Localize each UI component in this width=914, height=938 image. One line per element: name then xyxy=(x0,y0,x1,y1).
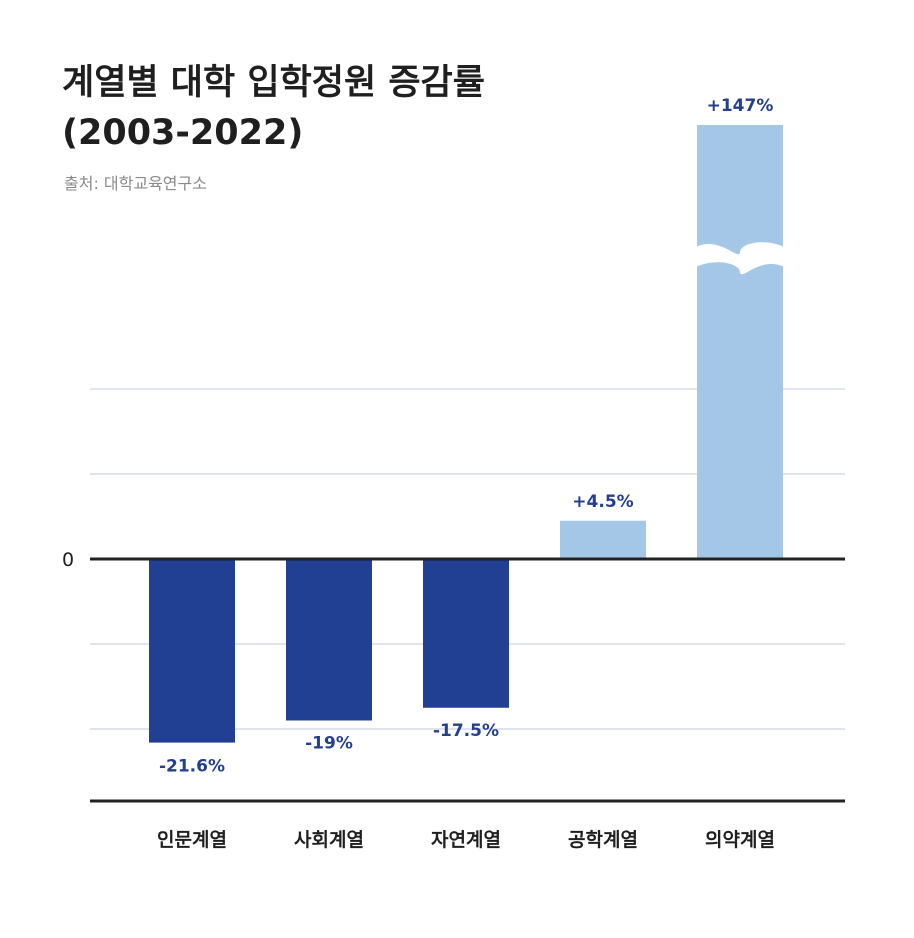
bar-0 xyxy=(149,559,235,743)
bar-2 xyxy=(423,559,509,708)
category-label-2: 자연계열 xyxy=(431,829,501,851)
category-label-3: 공학계열 xyxy=(568,829,638,851)
chart-title-line1: 계열별 대학 입학정원 증감률 xyxy=(62,63,485,103)
category-label-0: 인문계열 xyxy=(157,829,227,851)
value-label-1: -19% xyxy=(305,734,353,754)
chart-title-line2: (2003-2022) xyxy=(62,113,304,153)
bar-1 xyxy=(286,559,372,721)
axis-break-mark xyxy=(694,242,786,275)
chart-source: 출처: 대학교육연구소 xyxy=(64,174,207,193)
value-label-0: -21.6% xyxy=(159,757,225,777)
bar-3 xyxy=(560,520,646,559)
category-label-1: 사회계열 xyxy=(294,829,364,851)
bar-4 xyxy=(697,125,783,559)
value-label-2: -17.5% xyxy=(433,721,499,741)
category-label-4: 의약계열 xyxy=(705,829,775,851)
chart-title: 계열별 대학 입학정원 증감률 (2003-2022) xyxy=(62,58,622,158)
value-label-4: +147% xyxy=(707,96,774,116)
value-label-3: +4.5% xyxy=(572,492,633,512)
zero-tick-label: 0 xyxy=(62,549,74,571)
